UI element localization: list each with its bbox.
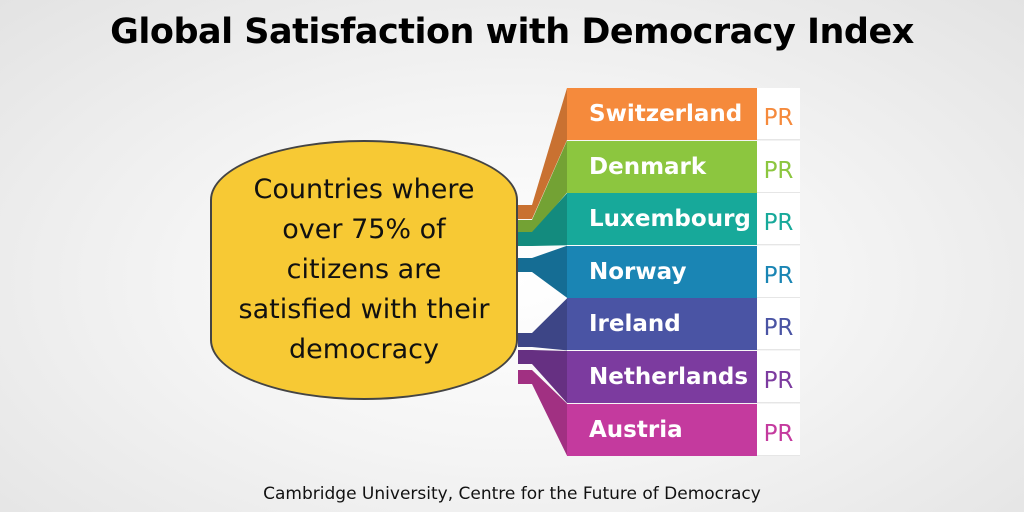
connector-ribbon xyxy=(518,140,567,234)
country-tag: PR xyxy=(757,140,800,193)
country-bar xyxy=(567,140,757,193)
country-bar xyxy=(567,298,757,351)
country-bar xyxy=(567,403,757,456)
country-bar xyxy=(567,245,757,298)
summary-bubble: Countries where over 75% of citizens are… xyxy=(210,140,518,400)
country-row-ireland: Ireland PR xyxy=(567,298,800,351)
country-tag: PR xyxy=(757,298,800,351)
country-tag: PR xyxy=(757,245,800,298)
country-name: Austria xyxy=(589,416,683,443)
connector-ribbon xyxy=(518,298,567,351)
country-name: Netherlands xyxy=(589,364,749,390)
country-name: Norway xyxy=(589,258,687,285)
country-row-denmark: Denmark PR xyxy=(567,140,800,193)
country-row-austria: Austria PR xyxy=(567,403,800,456)
country-tag: PR xyxy=(757,351,800,403)
connector-ribbon xyxy=(518,88,567,219)
country-name: Luxembourg xyxy=(589,206,751,233)
page-title: Global Satisfaction with Democracy Index xyxy=(110,12,914,52)
connector-ribbon xyxy=(518,350,567,403)
country-row-norway: Norway PR xyxy=(567,245,800,298)
source-credit: Cambridge University, Centre for the Fut… xyxy=(263,484,761,504)
country-row-switzerland: Switzerland PR xyxy=(567,88,800,140)
connector-ribbon xyxy=(518,245,567,298)
connector-ribbon xyxy=(518,193,567,246)
summary-bubble-text: Countries where over 75% of citizens are… xyxy=(238,174,490,365)
country-bar xyxy=(567,88,757,140)
country-bar xyxy=(567,351,757,403)
country-tag: PR xyxy=(757,193,800,246)
country-bar xyxy=(567,193,757,246)
country-name: Denmark xyxy=(589,153,707,180)
country-name: Switzerland xyxy=(589,101,743,127)
country-name: Ireland xyxy=(589,311,681,338)
country-row-netherlands: Netherlands PR xyxy=(567,351,800,403)
connector-ribbon xyxy=(518,370,567,456)
country-tag: PR xyxy=(757,403,800,456)
country-tag: PR xyxy=(757,88,800,140)
country-row-luxembourg: Luxembourg PR xyxy=(567,193,800,246)
